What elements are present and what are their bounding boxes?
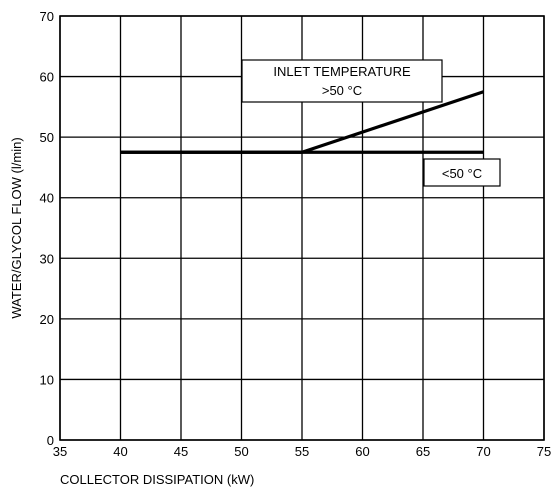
annotation-low: <50 °C	[423, 158, 501, 187]
annotation-low-box	[423, 158, 501, 187]
x-tick-label: 60	[355, 444, 369, 459]
x-tick-label: 70	[476, 444, 490, 459]
x-tick-label: 45	[174, 444, 188, 459]
y-tick-labels: 0 10 20 30 40 50 60 70	[40, 9, 54, 448]
y-tick-label: 0	[47, 433, 54, 448]
y-tick-label: 30	[40, 251, 54, 266]
y-tick-label: 50	[40, 130, 54, 145]
x-axis-label: COLLECTOR DISSIPATION (kW)	[60, 472, 254, 487]
annotation-inlet-title: INLET TEMPERATURE	[273, 64, 411, 79]
x-tick-label: 40	[113, 444, 127, 459]
annotation-high-label: >50 °C	[322, 83, 362, 98]
y-tick-label: 10	[40, 372, 54, 387]
x-tick-label: 35	[53, 444, 67, 459]
y-axis-label: WATER/GLYCOL FLOW (l/min)	[9, 137, 24, 318]
annotation-high: INLET TEMPERATURE >50 °C	[241, 59, 443, 103]
plot-frame	[59, 15, 545, 441]
x-tick-label: 55	[295, 444, 309, 459]
annotation-high-box	[241, 59, 443, 103]
x-tick-label: 75	[537, 444, 551, 459]
y-tick-label: 70	[40, 9, 54, 24]
y-tick-label: 20	[40, 312, 54, 327]
x-tick-label: 65	[416, 444, 430, 459]
x-tick-label: 50	[234, 444, 248, 459]
series-line-high-temp	[120, 90, 485, 154]
y-tick-label: 60	[40, 70, 54, 85]
x-tick-labels: 35 40 45 50 55 60 65 70 75	[53, 444, 551, 459]
y-tick-label: 40	[40, 191, 54, 206]
series-lines	[120, 90, 485, 154]
annotation-low-label: <50 °C	[442, 166, 482, 181]
